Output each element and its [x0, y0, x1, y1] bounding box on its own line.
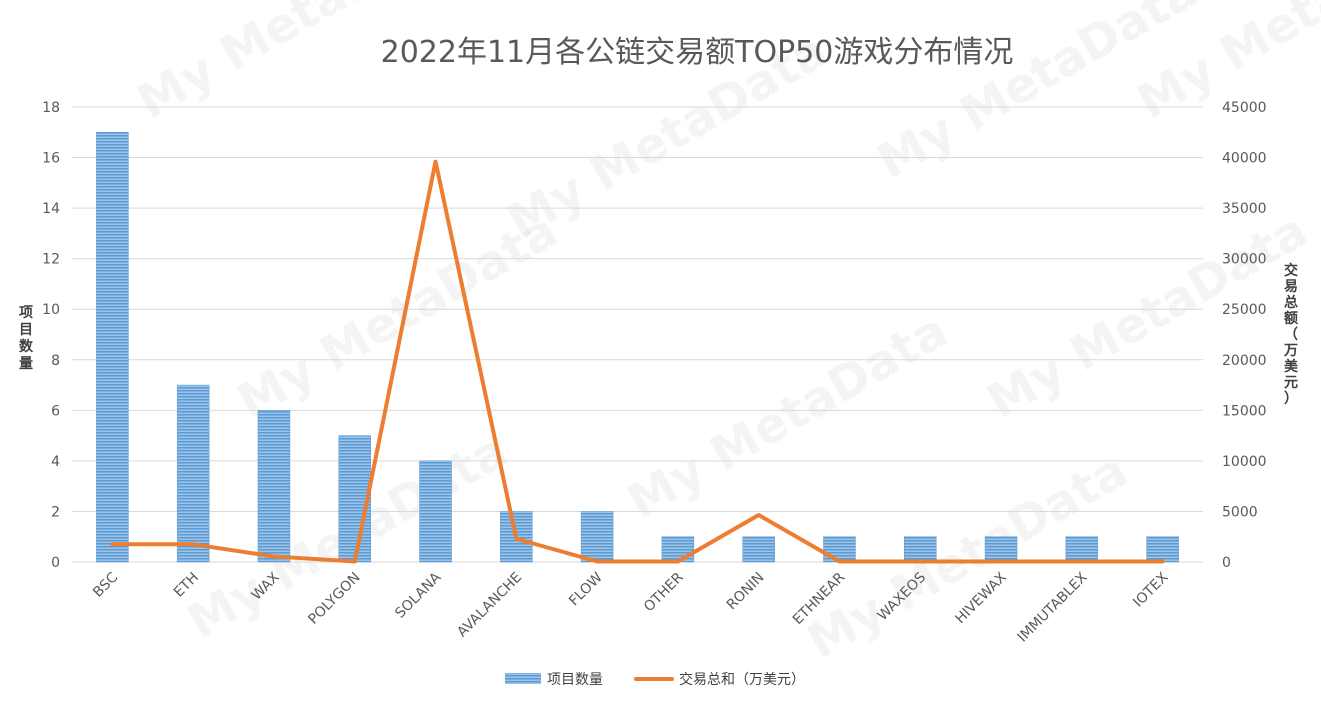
right-tick-label: 35000 — [1222, 201, 1267, 217]
ylabel-left-text: 项目数量 — [19, 305, 34, 372]
x-tick-label: FLOW — [566, 569, 606, 609]
bar-iotex — [1146, 536, 1179, 563]
right-axis-ticks: 0 5000 10000 15000 20000 25000 30000 35000 40000… — [1222, 100, 1267, 571]
bar-ronin — [742, 536, 775, 563]
x-tick-label: BSC — [90, 569, 121, 600]
x-tick-label: OTHER — [641, 569, 687, 615]
right-tick-label: 25000 — [1222, 302, 1267, 318]
left-tick-label: 10 — [42, 302, 60, 318]
right-tick-label: 10000 — [1222, 454, 1267, 470]
watermark-layer: My MetaDataMy MetaDataMy MetaDataMy Meta… — [128, 0, 1321, 670]
watermark-text: My MetaData — [228, 202, 567, 430]
bar-hivewax — [984, 536, 1018, 563]
x-tick-label: AVALANCHE — [454, 570, 525, 641]
legend-bar-swatch — [505, 673, 541, 684]
bar-bsc — [96, 132, 129, 563]
bar-ethnear — [823, 536, 856, 563]
bar-flow — [580, 511, 614, 563]
x-tick-label: RONIN — [724, 570, 768, 614]
x-tick-label: SOLANA — [392, 569, 444, 621]
legend-line-label: 交易总和（万美元） — [679, 671, 805, 688]
ylabel-right-text: 交易总额（万美元） — [1283, 262, 1299, 407]
watermark-text: My MetaData — [618, 302, 957, 530]
right-tick-label: 45000 — [1222, 100, 1267, 116]
x-tick-label: IOTEX — [1130, 569, 1171, 610]
bar-eth — [176, 384, 210, 563]
left-tick-label: 0 — [51, 555, 60, 571]
left-tick-label: 14 — [42, 201, 60, 217]
right-tick-label: 15000 — [1222, 403, 1267, 419]
left-tick-label: 8 — [51, 353, 60, 369]
bar-other — [661, 536, 695, 563]
left-axis-label: 项目数量 — [19, 305, 34, 372]
left-axis-ticks: 0 2 4 6 8 10 12 14 16 18 — [42, 100, 60, 571]
left-tick-label: 18 — [42, 100, 60, 116]
right-tick-label: 30000 — [1222, 252, 1267, 268]
left-tick-label: 6 — [51, 403, 60, 419]
bar-solana — [419, 460, 452, 563]
right-tick-label: 5000 — [1222, 504, 1258, 520]
right-tick-label: 40000 — [1222, 151, 1267, 167]
bar-series — [96, 132, 1179, 563]
bar-waxeos — [904, 536, 937, 563]
right-axis-label: 交易总额（万美元） — [1283, 262, 1299, 407]
left-tick-label: 2 — [51, 504, 60, 520]
right-tick-label: 20000 — [1222, 353, 1267, 369]
chart-title: 2022年11月各公链交易额TOP50游戏分布情况 — [381, 35, 1014, 70]
line-series — [110, 159, 1165, 564]
bar-wax — [257, 410, 291, 563]
legend-bar-label: 项目数量 — [547, 672, 603, 688]
bar-immutablex — [1065, 536, 1099, 563]
trade-total-line — [110, 159, 1165, 564]
right-tick-label: 0 — [1222, 555, 1231, 571]
left-tick-label: 12 — [42, 252, 60, 268]
left-tick-label: 16 — [42, 151, 60, 167]
x-tick-label: IMMUTABLEX — [1015, 569, 1091, 645]
legend: 项目数量 交易总和（万美元） — [505, 671, 805, 688]
left-tick-label: 4 — [51, 454, 60, 470]
